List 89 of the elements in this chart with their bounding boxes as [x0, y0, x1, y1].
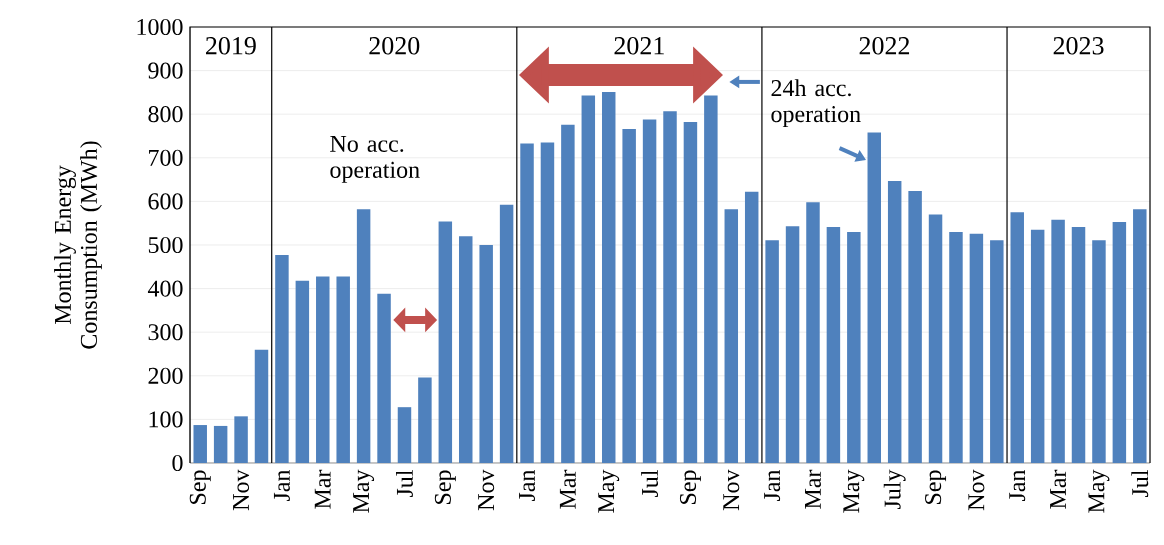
annotation: 2023: [1053, 37, 1104, 55]
bar: [234, 416, 248, 463]
x-tick-label: Sep: [925, 470, 947, 504]
bar: [867, 132, 881, 463]
y-tick-label: 500: [148, 236, 183, 254]
bar: [663, 111, 677, 463]
bar: [1071, 227, 1086, 463]
bar: [601, 91, 616, 463]
bar: [459, 236, 473, 463]
bar: [1010, 212, 1024, 463]
bar: [356, 209, 371, 463]
annotation: 2021: [614, 37, 664, 55]
y-tick-label: 0: [172, 454, 183, 472]
bar: [1133, 209, 1147, 463]
x-tick-label: Jan: [273, 469, 290, 502]
y-tick-label: 200: [148, 367, 183, 384]
x-tick-label: Sep: [434, 470, 456, 504]
bar: [418, 377, 432, 463]
x-tick-label: Nov: [723, 469, 740, 511]
x-tick-label: Mar: [314, 469, 331, 509]
bar: [847, 231, 861, 463]
bar: [275, 255, 289, 463]
annotation: 24h acc. operation: [771, 79, 861, 128]
bar: [806, 202, 820, 463]
bar: [1051, 219, 1065, 463]
x-tick-label: Sep: [679, 470, 701, 504]
bar: [887, 180, 902, 463]
bar: [622, 129, 636, 463]
x-tick-label: July: [883, 469, 906, 510]
bar: [213, 425, 228, 463]
y-tick-label: 900: [148, 62, 183, 79]
bar: [336, 276, 350, 463]
x-tick-label: Jan: [519, 469, 535, 502]
x-tick-label: Jan: [764, 469, 781, 502]
bar: [765, 240, 779, 463]
y-tick-label: 1000: [137, 18, 183, 36]
bar: [193, 425, 207, 463]
annotation: 2020: [369, 37, 420, 55]
x-tick-label: Mar: [559, 469, 576, 509]
y-axis-title: Monthly Energy Consumption (MWh): [54, 141, 102, 349]
y-tick-label: 700: [149, 149, 183, 166]
bar: [744, 191, 759, 463]
annotation: No acc. operation: [330, 135, 420, 183]
bar: [724, 209, 739, 463]
annotation: 2022: [859, 37, 910, 55]
annotation: 2019: [206, 37, 256, 55]
x-tick-label: Nov: [233, 469, 250, 511]
y-tick-label: 400: [147, 280, 183, 297]
x-tick-label: Jul: [641, 470, 659, 498]
x-tick-label: Mar: [1050, 469, 1067, 509]
bar: [540, 142, 555, 463]
bar: [826, 227, 841, 463]
x-tick-label: Sep: [189, 470, 211, 504]
bar: [642, 119, 657, 463]
bar: [316, 276, 330, 463]
bar: [438, 221, 453, 463]
y-tick-label: 300: [148, 324, 183, 341]
bar: [254, 349, 269, 463]
bar: [969, 233, 984, 463]
x-tick-label: Mar: [805, 469, 821, 509]
x-tick-label: May: [1088, 469, 1110, 513]
bar: [561, 124, 575, 463]
bar: [683, 122, 698, 463]
bar: [377, 293, 391, 463]
x-tick-label: Nov: [968, 469, 985, 511]
bar: [1112, 221, 1127, 463]
bar: [785, 226, 800, 463]
x-tick-label: Jul: [396, 470, 413, 498]
x-tick-label: May: [353, 469, 375, 513]
bar: [1092, 240, 1106, 463]
bar: [928, 214, 943, 463]
bar: [397, 407, 412, 463]
bar: [949, 231, 963, 463]
x-tick-label: Jul: [1131, 470, 1149, 498]
bar: [1030, 229, 1045, 463]
x-tick-label: May: [843, 469, 865, 513]
bar: [479, 244, 493, 463]
y-tick-label: 100: [149, 411, 183, 428]
bar: [295, 280, 310, 463]
x-tick-label: Nov: [478, 469, 495, 511]
y-tick-label: 600: [148, 193, 183, 210]
bar: [581, 95, 596, 463]
bar: [499, 204, 514, 463]
bar: [520, 143, 534, 463]
bar: [990, 240, 1004, 463]
y-tick-label: 800: [148, 106, 183, 123]
x-tick-label: Jan: [1009, 469, 1026, 502]
x-tick-label: May: [598, 469, 620, 513]
bar: [908, 190, 922, 463]
